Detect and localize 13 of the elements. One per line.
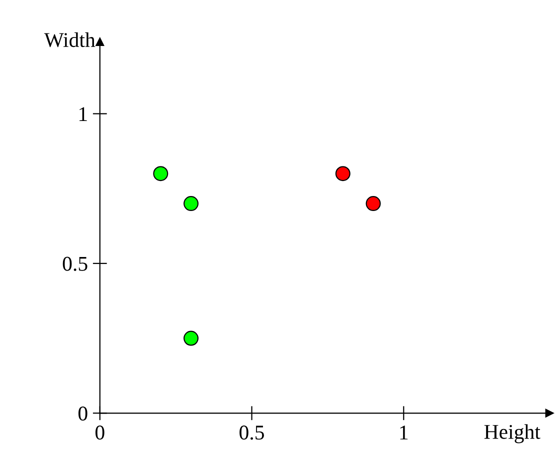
x-axis-title: Height [484, 424, 540, 444]
point [335, 166, 350, 182]
point [366, 196, 381, 212]
x-tick-label: 0 [95, 426, 104, 440]
x-tick-label: 0.5 [240, 426, 264, 440]
point [153, 166, 168, 182]
y-tick-label: 1 [80, 107, 87, 121]
point [184, 330, 199, 346]
x-tick-label: 1 [400, 426, 408, 440]
y-tick-label: 0 [78, 406, 88, 421]
y-axis-title: Width [44, 32, 96, 48]
point [184, 196, 199, 212]
y-tick-label: 0.5 [62, 256, 88, 271]
